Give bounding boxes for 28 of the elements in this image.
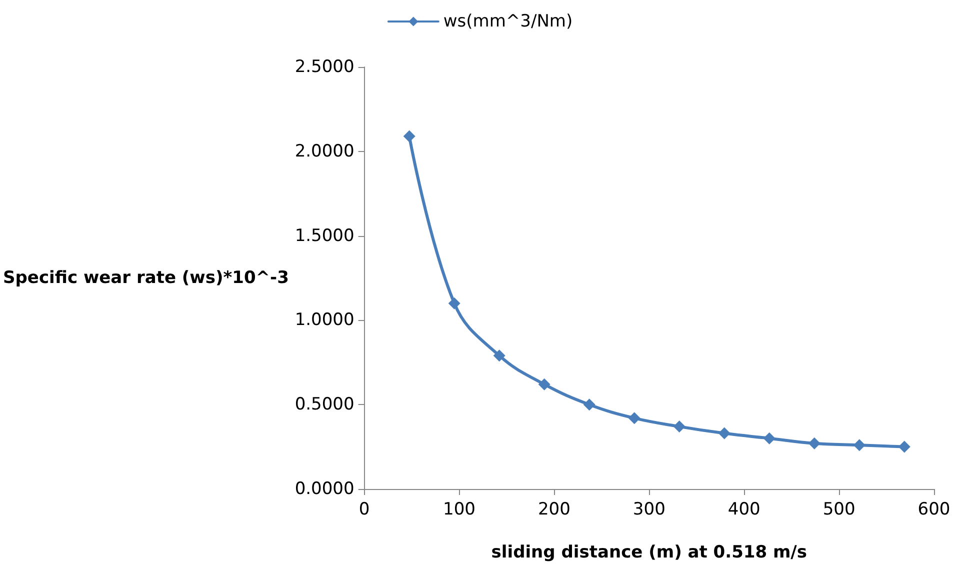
point xyxy=(448,297,460,310)
point xyxy=(673,420,686,433)
x-tick-label: 200 xyxy=(538,500,570,520)
point xyxy=(403,130,416,142)
x-tick-label: 300 xyxy=(632,500,666,520)
point xyxy=(898,440,910,453)
y-tick-label: 0.5000 xyxy=(294,394,354,415)
point xyxy=(763,432,776,444)
point xyxy=(808,437,820,450)
y-tick-label: 0.0000 xyxy=(294,479,354,499)
point xyxy=(718,427,730,440)
x-tick-label: 0 xyxy=(358,500,370,520)
point xyxy=(628,412,640,424)
point xyxy=(493,350,506,362)
legend-label: ws(mm^3/Nm) xyxy=(443,12,573,32)
x-tick-label: 500 xyxy=(822,500,856,520)
y-tick-label: 2.5000 xyxy=(294,57,354,77)
point xyxy=(853,439,866,452)
x-tick-label: 600 xyxy=(918,500,950,520)
point xyxy=(538,378,550,390)
x-tick-label: 400 xyxy=(728,500,760,520)
point xyxy=(583,398,596,411)
y-tick-label: 2.0000 xyxy=(294,141,354,162)
x-tick-label: 100 xyxy=(443,500,476,520)
y-tick-label: 1.0000 xyxy=(294,310,354,330)
x-axis-title: sliding distance (m) at 0.518 m/s xyxy=(491,542,808,562)
y-axis-title: Specific wear rate (ws)*10^-3 xyxy=(3,268,289,288)
y-tick-label: 1.5000 xyxy=(294,226,354,246)
